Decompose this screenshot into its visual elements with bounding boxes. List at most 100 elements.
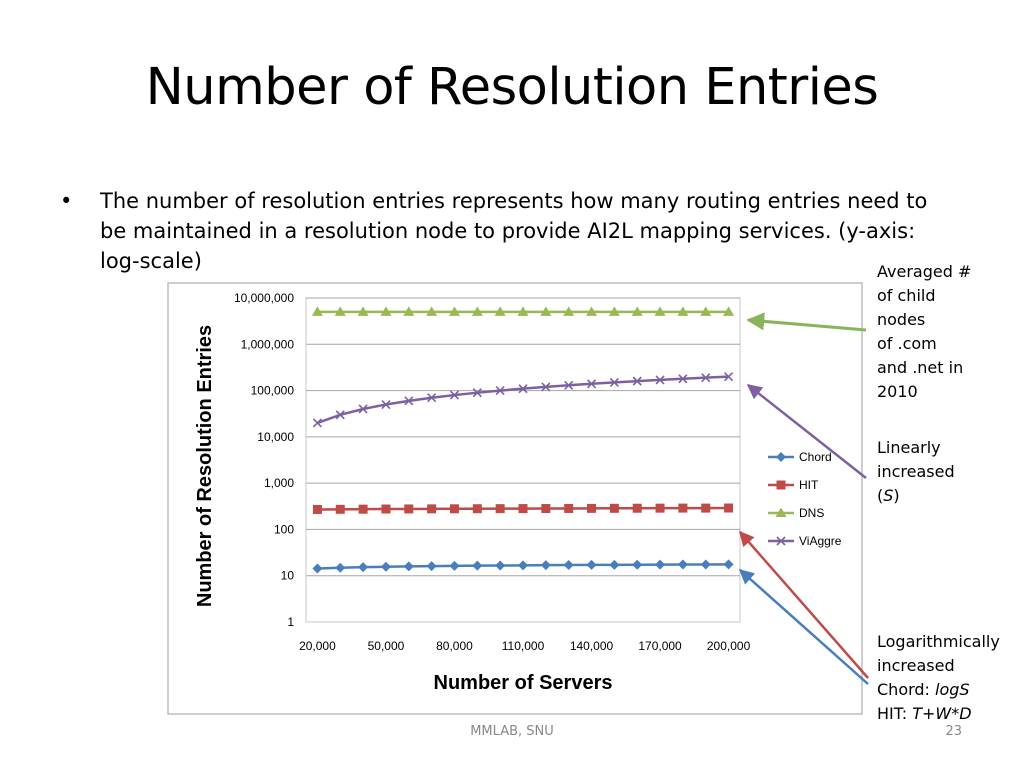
data-point-hit xyxy=(632,503,642,513)
data-point-chord xyxy=(449,560,460,571)
data-point-dns xyxy=(586,306,598,316)
y-tick-label: 1,000 xyxy=(264,476,294,490)
pointer-arrows xyxy=(738,312,869,685)
data-point-chord xyxy=(426,561,437,572)
data-point-chord xyxy=(518,560,528,571)
data-point-dns xyxy=(471,306,483,316)
data-point-viaggre xyxy=(404,396,414,406)
series-group xyxy=(311,306,735,574)
series-dns xyxy=(311,306,735,316)
footer: MMLAB, SNU xyxy=(470,724,554,739)
annotation-log-line2: increased xyxy=(877,656,955,675)
data-point-viaggre xyxy=(724,372,734,382)
y-tick-label: 1 xyxy=(287,615,294,629)
data-point-chord xyxy=(700,559,711,570)
page-number: 23 xyxy=(945,724,962,739)
data-point-chord xyxy=(677,559,688,570)
data-point-hit xyxy=(358,504,368,514)
annotation-viaggre-var: S xyxy=(883,486,894,505)
annotation-dns: Averaged # of child nodes of .com and .n… xyxy=(877,262,972,401)
annotation-log: Logarithmically increased Chord: logS HI… xyxy=(877,630,1022,726)
y-tick-label: 100,000 xyxy=(251,384,295,398)
data-point-chord xyxy=(540,560,551,571)
data-point-dns xyxy=(631,306,643,316)
data-point-hit xyxy=(335,504,345,514)
data-point-viaggre xyxy=(358,404,368,414)
data-point-hit xyxy=(564,503,574,513)
grid-lines xyxy=(306,297,740,577)
data-point-dns xyxy=(517,306,529,316)
data-point-dns xyxy=(677,306,689,316)
data-point-hit xyxy=(655,503,665,513)
data-point-chord xyxy=(495,560,506,571)
data-point-dns xyxy=(311,306,323,316)
data-point-hit xyxy=(541,504,551,514)
annotation-viaggre: Linearly increased (S) xyxy=(877,436,1007,508)
data-point-dns xyxy=(380,306,392,316)
data-point-viaggre xyxy=(609,377,619,387)
y-tick-label: 10,000,000 xyxy=(234,291,294,305)
data-point-hit xyxy=(312,504,322,514)
data-point-viaggre xyxy=(541,382,551,392)
arrow-viaggre xyxy=(746,384,867,479)
legend-marker-viaggre xyxy=(776,536,786,546)
data-point-viaggre xyxy=(427,393,437,403)
legend-marker-chord xyxy=(776,452,786,462)
annotation-chord-formula: logS xyxy=(935,680,970,699)
data-point-hit xyxy=(609,503,619,513)
data-point-chord xyxy=(312,563,323,574)
data-point-dns xyxy=(723,306,735,316)
data-point-viaggre xyxy=(472,388,482,398)
x-tick-label: 140,000 xyxy=(570,639,614,653)
bullet-dot: • xyxy=(60,189,73,213)
annotation-chord-prefix: Chord: xyxy=(877,680,936,699)
data-point-hit xyxy=(587,503,597,513)
annotation-hit-formula: T+W*D xyxy=(912,704,972,723)
data-point-hit xyxy=(518,504,528,514)
data-point-chord xyxy=(723,559,734,570)
arrow-chord xyxy=(738,569,869,685)
data-point-dns xyxy=(426,306,438,316)
data-point-dns xyxy=(357,306,369,316)
data-point-chord xyxy=(335,562,346,573)
chart-frame xyxy=(167,282,863,715)
x-tick-label: 50,000 xyxy=(368,639,405,653)
data-point-dns xyxy=(448,306,460,316)
annotation-viaggre-prefix: Linearly increased ( xyxy=(877,438,955,505)
data-point-viaggre xyxy=(678,374,688,384)
x-axis-label: Number of Servers xyxy=(434,672,613,694)
legend-label-viaggre: ViAggre xyxy=(799,534,842,548)
annotation-hit-prefix: HIT: xyxy=(877,704,913,723)
data-point-viaggre xyxy=(381,399,391,410)
series-hit xyxy=(312,503,734,514)
data-point-dns xyxy=(608,306,620,316)
x-tick-label: 200,000 xyxy=(707,639,751,653)
arrow-hit xyxy=(739,530,869,679)
data-point-chord xyxy=(358,562,369,573)
data-point-dns xyxy=(540,306,552,316)
x-tick-label: 110,000 xyxy=(502,639,545,653)
data-point-hit xyxy=(427,504,437,514)
x-tick-label: 80,000 xyxy=(436,639,473,653)
x-tick-labels: 20,000 50,000 80,000 110,000 140,000 170,000 2… xyxy=(299,639,751,653)
data-point-viaggre xyxy=(586,379,597,389)
data-point-viaggre xyxy=(449,390,460,400)
data-point-viaggre xyxy=(701,373,711,383)
legend-marker-dns xyxy=(775,507,787,517)
legend-marker-hit xyxy=(776,480,786,490)
data-point-chord xyxy=(472,560,483,571)
legend: Chord HIT DNS ViAggre xyxy=(768,450,842,548)
data-point-chord xyxy=(632,559,643,570)
data-point-dns xyxy=(563,306,575,316)
data-point-viaggre xyxy=(312,418,322,428)
data-point-chord xyxy=(655,559,666,570)
data-point-hit xyxy=(381,504,391,514)
data-point-dns xyxy=(403,306,415,316)
x-tick-label: 170,000 xyxy=(638,639,682,653)
y-tick-label: 1,000,000 xyxy=(241,337,295,351)
data-point-hit xyxy=(449,504,459,514)
series-viaggre xyxy=(312,372,734,428)
arrow-dns xyxy=(746,312,867,332)
series-chord xyxy=(312,559,734,574)
